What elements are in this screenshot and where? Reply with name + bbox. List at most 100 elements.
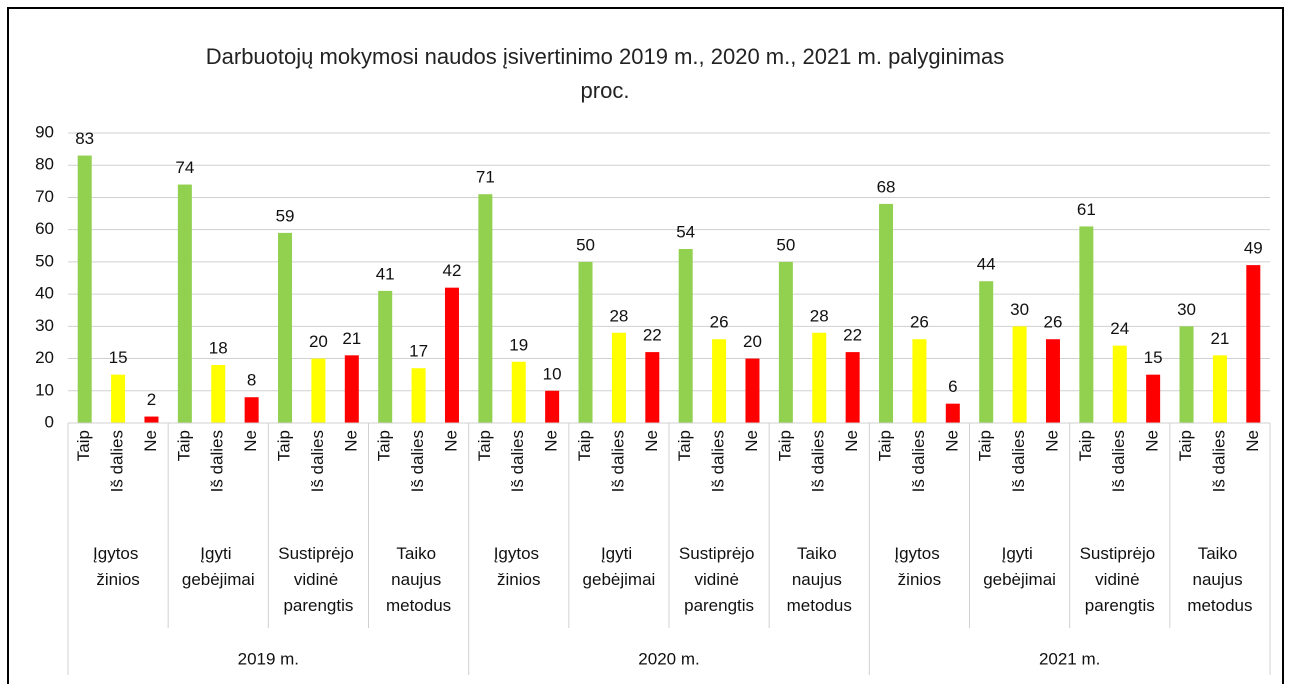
data-label: 10 <box>543 364 562 383</box>
x-tick-label: Iš dalies <box>508 430 527 492</box>
x-tick-label: Ne <box>642 430 661 452</box>
y-tick-label: 70 <box>35 187 54 206</box>
group-label: Sustiprėjo vidinė parengtis <box>679 544 759 615</box>
x-tick-label: Ne <box>742 430 761 452</box>
data-label: 20 <box>743 332 762 351</box>
x-tick-label: Ne <box>1143 430 1162 452</box>
data-label: 6 <box>948 377 957 396</box>
bar <box>645 352 660 423</box>
data-label: 59 <box>276 206 295 225</box>
bar <box>1179 326 1194 423</box>
x-tick-label: Iš dalies <box>909 430 928 492</box>
x-tick-label: Iš dalies <box>1109 430 1128 492</box>
frame <box>7 7 1284 684</box>
x-tick-label: Taip <box>775 430 794 461</box>
x-tick-label: Iš dalies <box>308 430 327 492</box>
bar <box>244 397 259 423</box>
bar <box>979 281 994 423</box>
x-tick-label: Ne <box>241 430 260 452</box>
data-label: 44 <box>977 255 996 274</box>
x-tick-label: Taip <box>876 430 895 461</box>
x-tick-label: Iš dalies <box>108 430 127 492</box>
x-tick-label: Ne <box>542 430 561 452</box>
data-label: 74 <box>175 158 194 177</box>
bar <box>344 355 359 423</box>
x-tick-label: Taip <box>375 430 394 461</box>
y-tick-label: 0 <box>45 412 54 431</box>
bar <box>1146 374 1161 423</box>
data-label: 26 <box>710 313 729 332</box>
bar <box>845 352 860 423</box>
x-tick-label: Taip <box>275 430 294 461</box>
x-tick-label: Taip <box>575 430 594 461</box>
group-label: Įgytos žinios <box>93 544 143 589</box>
data-label: 21 <box>342 329 361 348</box>
bar <box>144 416 159 423</box>
data-label: 21 <box>1210 329 1229 348</box>
x-tick-label: Taip <box>174 430 193 461</box>
data-label: 50 <box>576 235 595 254</box>
y-tick-label: 30 <box>35 316 54 335</box>
x-tick-label: Iš dalies <box>709 430 728 492</box>
bar <box>578 261 593 423</box>
x-tick-label: Ne <box>441 430 460 452</box>
x-tick-label: Ne <box>942 430 961 452</box>
bar <box>478 194 493 423</box>
bar <box>1212 355 1227 423</box>
group-label: Įgyti gebėjimai <box>983 544 1056 589</box>
x-tick-label: Ne <box>842 430 861 452</box>
y-tick-label: 20 <box>35 348 54 367</box>
y-tick-label: 50 <box>35 251 54 270</box>
x-tick-label: Ne <box>141 430 160 452</box>
data-label: 15 <box>1144 348 1163 367</box>
data-label: 41 <box>376 264 395 283</box>
x-tick-label: Iš dalies <box>408 430 427 492</box>
bar <box>1012 326 1027 423</box>
x-tick-label: Iš dalies <box>608 430 627 492</box>
data-label: 2 <box>147 390 156 409</box>
group-label: Sustiprėjo vidinė parengtis <box>1080 544 1160 615</box>
y-tick-label: 40 <box>35 284 54 303</box>
bar <box>1112 345 1127 423</box>
group-label: Įgyti gebėjimai <box>583 544 656 589</box>
data-label: 42 <box>443 261 462 280</box>
data-label: 8 <box>247 371 256 390</box>
x-tick-label: Iš dalies <box>809 430 828 492</box>
group-label: Taiko naujus metodus <box>1187 544 1252 615</box>
bar <box>311 358 326 423</box>
year-label: 2020 m. <box>638 649 699 668</box>
bar <box>378 290 393 423</box>
x-tick-label: Taip <box>1176 430 1195 461</box>
group-label: Sustiprėjo vidinė parengtis <box>278 544 358 615</box>
data-label: 17 <box>409 342 428 361</box>
bar <box>678 249 693 423</box>
y-tick-label: 90 <box>35 122 54 141</box>
chart-title: Darbuotojų mokymosi naudos įsivertinimo … <box>205 44 1005 103</box>
data-label: 54 <box>676 222 695 241</box>
x-tick-label: Taip <box>675 430 694 461</box>
data-label: 49 <box>1244 239 1263 258</box>
x-tick-label: Iš dalies <box>208 430 227 492</box>
data-label: 30 <box>1010 300 1029 319</box>
y-tick-label: 10 <box>35 380 54 399</box>
data-label: 28 <box>810 306 829 325</box>
bar <box>1045 339 1060 423</box>
x-tick-label: Iš dalies <box>1009 430 1028 492</box>
x-tick-label: Ne <box>1243 430 1262 452</box>
bar <box>778 261 793 423</box>
data-label: 71 <box>476 168 495 187</box>
group-label: Taiko naujus metodus <box>386 544 451 615</box>
bar <box>111 374 126 423</box>
x-tick-label: Taip <box>976 430 995 461</box>
data-label: 30 <box>1177 300 1196 319</box>
bar <box>879 203 894 423</box>
x-tick-label: Iš dalies <box>1209 430 1228 492</box>
bar <box>177 184 192 423</box>
bar <box>912 339 927 423</box>
data-label: 24 <box>1110 319 1129 338</box>
bar <box>611 332 626 423</box>
bar <box>77 155 92 424</box>
bar <box>812 332 827 423</box>
